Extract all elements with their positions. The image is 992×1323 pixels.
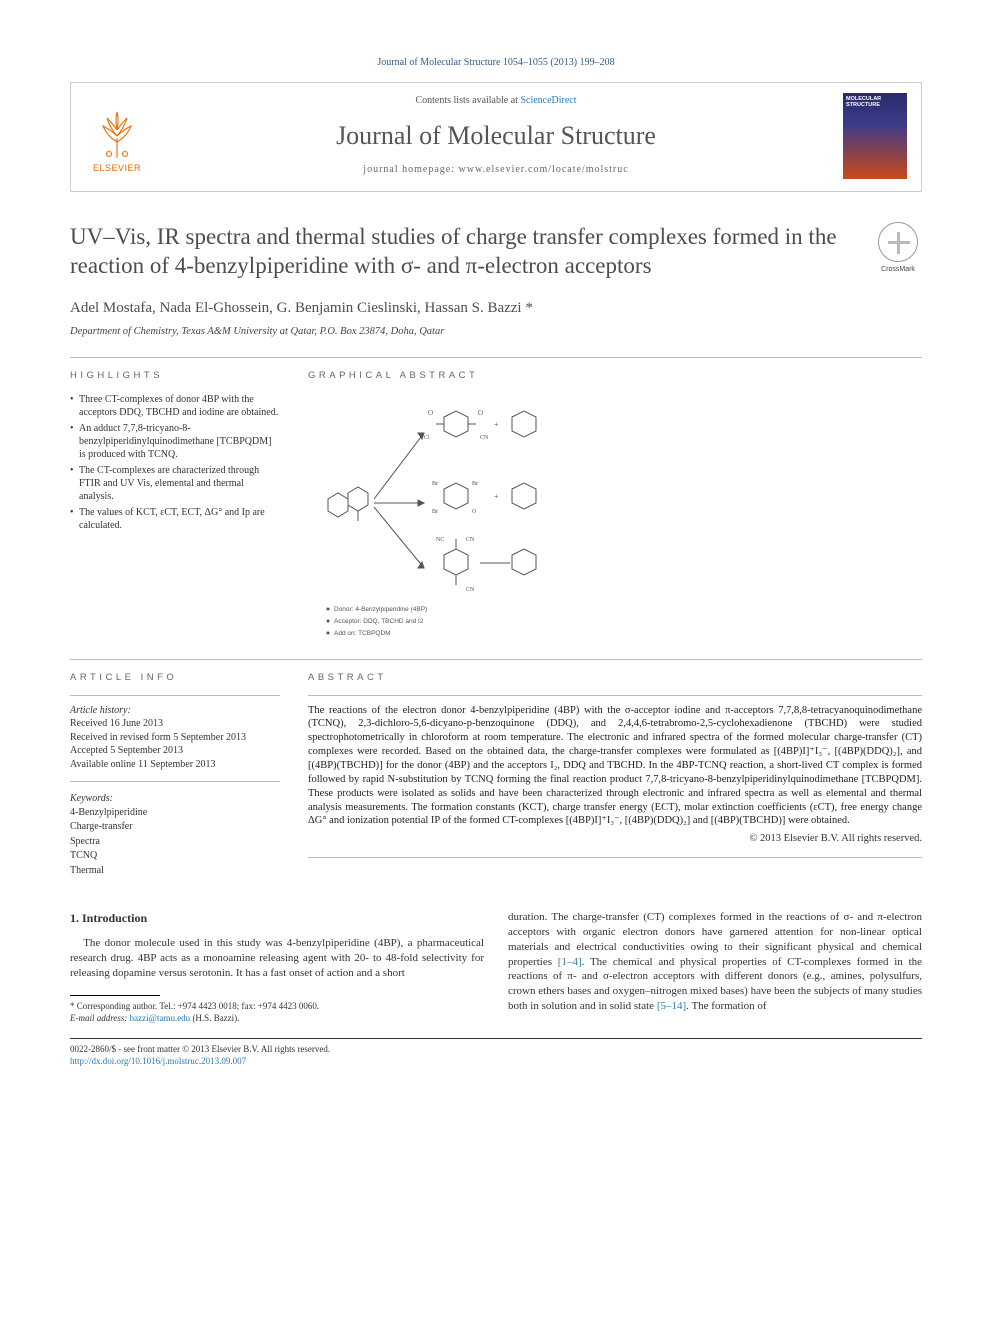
- article-history-label: Article history:: [70, 704, 280, 718]
- abstract-section: ABSTRACT The reactions of the electron d…: [308, 672, 922, 878]
- body-paragraph: duration. The charge-transfer (CT) compl…: [508, 910, 922, 1014]
- crossmark-badge[interactable]: CrossMark: [874, 222, 922, 274]
- date-accepted: Accepted 5 September 2013: [70, 744, 280, 758]
- corresponding-author-footnote: * Corresponding author. Tel.: +974 4423 …: [70, 1001, 484, 1024]
- svg-text:Br: Br: [432, 509, 438, 515]
- svg-text:+: +: [494, 492, 499, 501]
- email-suffix: (H.S. Bazzi).: [190, 1013, 239, 1023]
- svg-text:Br: Br: [472, 481, 478, 487]
- reference-link[interactable]: [1–4]: [558, 956, 582, 968]
- keywords-label: Keywords:: [70, 792, 280, 806]
- keyword-item: Charge-transfer: [70, 820, 280, 834]
- footnote-rule: [70, 995, 160, 996]
- highlights-list: Three CT-complexes of donor 4BP with the…: [70, 393, 280, 532]
- svg-text:+: +: [494, 420, 499, 429]
- page-footer: 0022-2860/$ - see front matter © 2013 El…: [70, 1044, 922, 1067]
- journal-homepage-url[interactable]: www.elsevier.com/locate/molstruc: [459, 164, 629, 175]
- article-info-section: ARTICLE INFO Article history: Received 1…: [70, 672, 280, 878]
- ga-legend-3: Add on: TCBPQDM: [334, 630, 391, 637]
- highlight-item: The CT-complexes are characterized throu…: [70, 464, 280, 503]
- contents-available-line: Contents lists available at ScienceDirec…: [163, 94, 829, 108]
- date-received: Received 16 June 2013: [70, 717, 280, 731]
- body-text-span: . The formation of: [686, 1000, 766, 1012]
- graphical-abstract-label: GRAPHICAL ABSTRACT: [308, 370, 922, 383]
- graphical-abstract-figure: O O Cl CN + Br Br Br O +: [316, 393, 596, 643]
- highlight-item: Three CT-complexes of donor 4BP with the…: [70, 393, 280, 419]
- graphical-abstract-section: GRAPHICAL ABSTRACT O: [308, 370, 922, 647]
- article-info-label: ARTICLE INFO: [70, 672, 280, 685]
- date-revised: Received in revised form 5 September 201…: [70, 731, 280, 745]
- keyword-item: TCNQ: [70, 849, 280, 863]
- contents-prefix: Contents lists available at: [415, 95, 520, 106]
- email-label: E-mail address:: [70, 1013, 130, 1023]
- journal-header: ELSEVIER Contents lists available at Sci…: [70, 82, 922, 192]
- svg-text:O: O: [478, 409, 483, 417]
- footer-rule: [70, 1038, 922, 1039]
- author-affiliation: Department of Chemistry, Texas A&M Unive…: [70, 325, 922, 339]
- body-paragraph: The donor molecule used in this study wa…: [70, 936, 484, 981]
- svg-text:NC: NC: [436, 537, 444, 543]
- author-list: Adel Mostafa, Nada El-Ghossein, G. Benja…: [70, 298, 922, 318]
- svg-text:O: O: [428, 409, 433, 417]
- keyword-item: Spectra: [70, 835, 280, 849]
- highlight-item: An adduct 7,7,8-tricyano-8-benzylpiperid…: [70, 422, 280, 461]
- homepage-prefix: journal homepage:: [363, 164, 458, 175]
- journal-cover-thumbnail: MOLECULAR STRUCTURE: [843, 93, 907, 179]
- crossmark-label: CrossMark: [874, 265, 922, 274]
- highlight-item: The values of KCT, εCT, ECT, ΔG° and Ip …: [70, 506, 280, 532]
- abstract-text: The reactions of the electron donor 4-be…: [308, 704, 922, 829]
- elsevier-tree-icon: [93, 108, 141, 160]
- svg-text:CN: CN: [466, 537, 475, 543]
- highlights-section: HIGHLIGHTS Three CT-complexes of donor 4…: [70, 370, 280, 647]
- journal-name: Journal of Molecular Structure: [163, 118, 829, 153]
- crossmark-icon: [878, 222, 918, 262]
- footer-copyright-line: 0022-2860/$ - see front matter © 2013 El…: [70, 1044, 922, 1056]
- svg-text:CN: CN: [466, 587, 475, 593]
- reference-link[interactable]: [5–14]: [657, 1000, 686, 1012]
- author-email-link[interactable]: bazzi@tamu.edu: [130, 1013, 191, 1023]
- ga-legend-1: Donor: 4-Benzylpiperidine (4BP): [334, 606, 427, 613]
- keyword-item: 4-Benzylpiperidine: [70, 806, 280, 820]
- separator-rule: [70, 357, 922, 358]
- section-heading: 1. Introduction: [70, 910, 484, 926]
- journal-homepage-line: journal homepage: www.elsevier.com/locat…: [163, 163, 829, 177]
- svg-text:Cl: Cl: [424, 435, 430, 441]
- ga-legend-2: Acceptor: DDQ, TBCHD and I2: [334, 618, 424, 625]
- svg-text:O: O: [472, 509, 477, 515]
- sciencedirect-link[interactable]: ScienceDirect: [520, 95, 576, 106]
- keyword-item: Thermal: [70, 864, 280, 878]
- svg-text:Br: Br: [432, 481, 438, 487]
- publisher-logo: ELSEVIER: [85, 97, 149, 175]
- cover-title-text: MOLECULAR STRUCTURE: [846, 96, 904, 108]
- body-two-column: 1. Introduction The donor molecule used …: [70, 910, 922, 1024]
- publisher-logo-text: ELSEVIER: [93, 162, 141, 174]
- corresponding-line: * Corresponding author. Tel.: +974 4423 …: [70, 1001, 484, 1013]
- svg-text:CN: CN: [480, 435, 489, 441]
- separator-rule: [70, 659, 922, 660]
- abstract-label: ABSTRACT: [308, 672, 922, 685]
- article-title: UV–Vis, IR spectra and thermal studies o…: [70, 222, 854, 281]
- abstract-copyright: © 2013 Elsevier B.V. All rights reserved…: [308, 832, 922, 846]
- date-online: Available online 11 September 2013: [70, 758, 280, 772]
- highlights-label: HIGHLIGHTS: [70, 370, 280, 383]
- citation-line: Journal of Molecular Structure 1054–1055…: [70, 56, 922, 70]
- doi-link[interactable]: http://dx.doi.org/10.1016/j.molstruc.201…: [70, 1056, 246, 1066]
